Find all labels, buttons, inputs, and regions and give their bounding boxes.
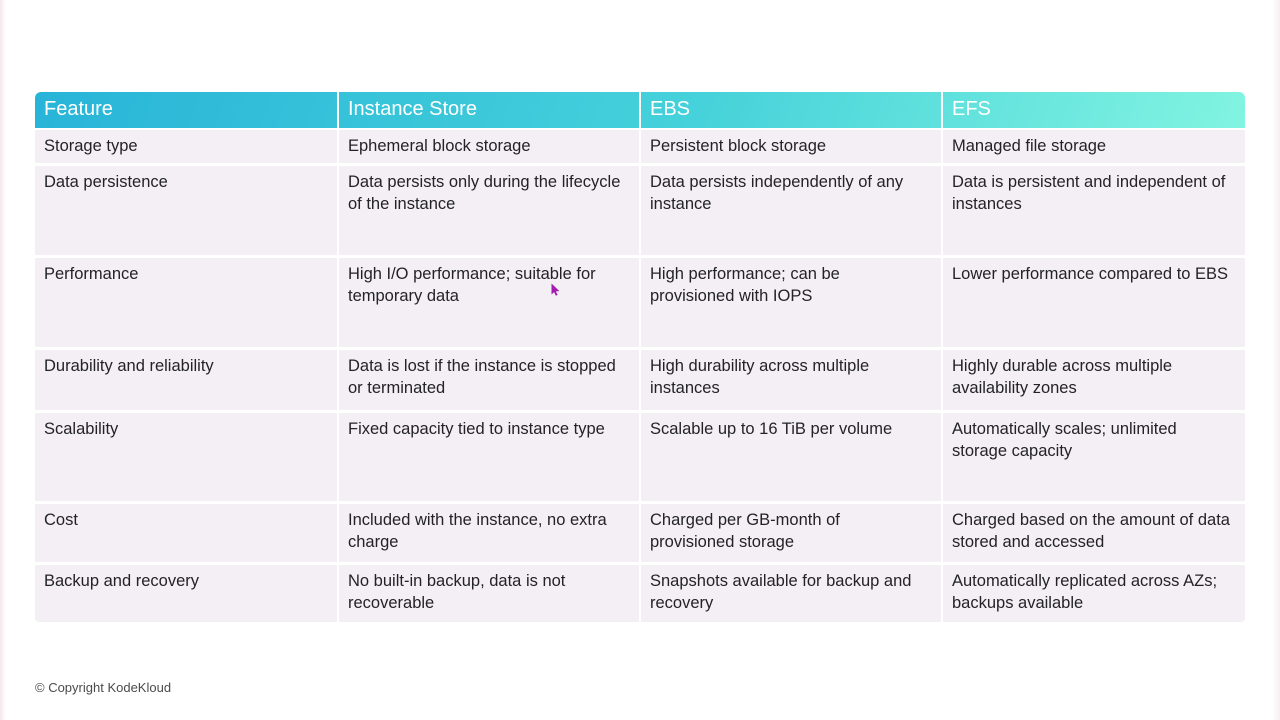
- cell-efs: Highly durable across multiple availabil…: [943, 350, 1245, 410]
- cell-instance-store: Data persists only during the lifecycle …: [339, 166, 639, 255]
- cell-instance-store: Data is lost if the instance is stopped …: [339, 350, 639, 410]
- cell-ebs: Persistent block storage: [641, 130, 941, 163]
- header-ebs: EBS: [639, 92, 941, 128]
- header-feature: Feature: [44, 98, 113, 120]
- cell-efs: Automatically scales; unlimited storage …: [943, 413, 1245, 501]
- cell-feature: Durability and reliability: [35, 350, 337, 410]
- table-header-row: Feature Instance Store EBS EFS: [35, 92, 1245, 128]
- cell-efs: Lower performance compared to EBS: [943, 258, 1245, 347]
- cell-feature: Performance: [35, 258, 337, 347]
- cell-instance-store: High I/O performance; suitable for tempo…: [339, 258, 639, 347]
- header-instance-store: Instance Store: [337, 92, 639, 128]
- cell-instance-store: No built-in backup, data is not recovera…: [339, 565, 639, 622]
- cell-instance-store: Fixed capacity tied to instance type: [339, 413, 639, 501]
- cell-feature: Cost: [35, 504, 337, 562]
- cell-ebs: Data persists independently of any insta…: [641, 166, 941, 255]
- cell-instance-store: Included with the instance, no extra cha…: [339, 504, 639, 562]
- header-efs: EFS: [941, 92, 1245, 128]
- mouse-cursor-icon: [551, 283, 560, 296]
- cell-efs: Automatically replicated across AZs; bac…: [943, 565, 1245, 622]
- table-body: Storage type Ephemeral block storage Per…: [35, 130, 1245, 622]
- cell-ebs: Scalable up to 16 TiB per volume: [641, 413, 941, 501]
- cell-feature: Storage type: [35, 130, 337, 163]
- cell-ebs: Charged per GB-month of provisioned stor…: [641, 504, 941, 562]
- copyright-text: © Copyright KodeKloud: [35, 680, 172, 695]
- cell-ebs: Snapshots available for backup and recov…: [641, 565, 941, 622]
- storage-comparison-table: Feature Instance Store EBS EFS Storage t…: [35, 92, 1245, 622]
- cell-instance-store: Ephemeral block storage: [339, 130, 639, 163]
- cell-feature: Data persistence: [35, 166, 337, 255]
- cell-feature: Backup and recovery: [35, 565, 337, 622]
- cell-efs: Charged based on the amount of data stor…: [943, 504, 1245, 562]
- cell-ebs: High durability across multiple instance…: [641, 350, 941, 410]
- cell-feature: Scalability: [35, 413, 337, 501]
- cell-efs: Data is persistent and independent of in…: [943, 166, 1245, 255]
- cell-ebs: High performance; can be provisioned wit…: [641, 258, 941, 347]
- cell-efs: Managed file storage: [943, 130, 1245, 163]
